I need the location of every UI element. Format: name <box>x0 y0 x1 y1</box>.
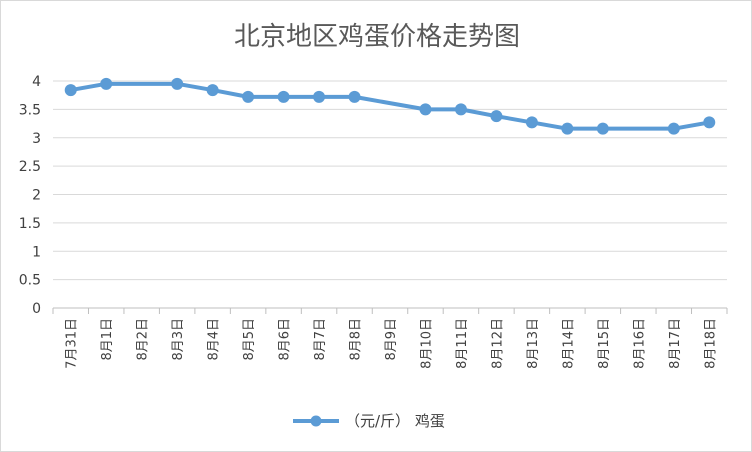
data-point <box>667 122 680 135</box>
x-tick-label: 7月31日 <box>65 318 80 369</box>
x-tick-label: 8月8日 <box>349 318 364 361</box>
x-tick-label: 8月17日 <box>668 318 683 369</box>
data-point <box>703 116 716 129</box>
gridlines <box>53 80 727 309</box>
x-tick-label: 8月1日 <box>100 318 115 361</box>
legend-series-name: （元/斤） 鸡蛋 <box>345 412 445 430</box>
x-tick-label: 8月10日 <box>419 318 434 369</box>
x-tick-label: 8月12日 <box>490 318 505 369</box>
x-tick-label: 8月14日 <box>561 318 576 369</box>
y-tick-label: 0.5 <box>19 273 41 289</box>
x-tick-label: 8月13日 <box>526 318 541 369</box>
y-tick-label: 3.5 <box>19 102 41 118</box>
data-point <box>561 122 574 135</box>
x-tick-label: 8月18日 <box>703 318 718 369</box>
y-tick-label: 1 <box>32 244 41 260</box>
data-point <box>100 77 113 90</box>
data-point <box>64 84 77 97</box>
data-point <box>277 90 290 103</box>
data-point <box>419 103 432 116</box>
y-tick-label: 1.5 <box>19 216 41 232</box>
y-tick-label: 3 <box>32 131 41 147</box>
x-tick-label: 8月11日 <box>455 318 470 369</box>
chart-title: 北京地区鸡蛋价格走势图 <box>234 22 520 52</box>
legend-marker <box>310 415 322 427</box>
x-tick-label: 8月9日 <box>384 318 399 361</box>
data-point <box>454 103 467 116</box>
y-tick-label: 2 <box>32 188 41 204</box>
y-tick-label: 2.5 <box>19 159 41 175</box>
x-tick-label: 8月6日 <box>278 318 293 361</box>
x-tick-label: 8月7日 <box>313 318 328 361</box>
data-point <box>348 90 361 103</box>
data-point <box>242 90 255 103</box>
x-tick-label: 8月2日 <box>136 318 151 361</box>
x-tick-label: 8月15日 <box>597 318 612 369</box>
data-point <box>206 84 219 97</box>
x-tick-label: 8月5日 <box>242 318 257 361</box>
data-point <box>490 110 503 123</box>
data-point <box>171 77 184 90</box>
legend: （元/斤） 鸡蛋 <box>293 412 445 430</box>
data-point <box>596 122 609 135</box>
x-axis: 7月31日 8月1日 8月2日 8月3日 8月4日 8月5日 8月6日 8月7日 8月8日 8月9… <box>52 308 728 369</box>
series-line <box>68 81 712 131</box>
x-tick-label: 8月3日 <box>171 318 186 361</box>
data-point <box>525 116 538 129</box>
y-tick-label: 4 <box>32 74 41 90</box>
y-tick-label: 0 <box>32 301 41 317</box>
x-tick-label: 8月16日 <box>632 318 647 369</box>
y-axis-ticks: 0 0.5 1 1.5 2 2.5 3 3.5 4 <box>19 74 41 317</box>
x-tick-label: 8月4日 <box>207 318 222 361</box>
series-line-group <box>64 77 716 135</box>
data-point <box>313 90 326 103</box>
